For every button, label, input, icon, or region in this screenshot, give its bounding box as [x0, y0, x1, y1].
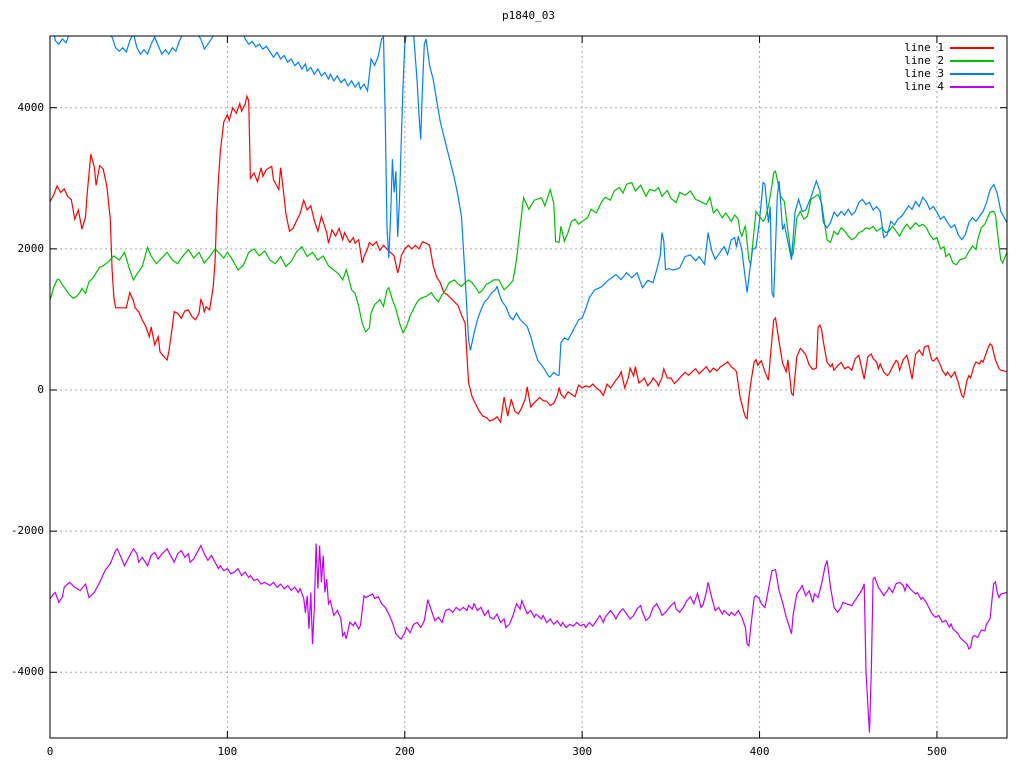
legend: line 1 line 2 line 3 line 4	[855, 41, 994, 93]
legend-line-sample	[950, 59, 994, 62]
legend-entry: line 4	[855, 80, 994, 93]
series-1-line	[50, 94, 1007, 424]
x-tick-label: 400	[749, 745, 770, 758]
legend-line-sample	[950, 85, 994, 88]
x-tick-label: 500	[926, 745, 947, 758]
y-tick-label: -4000	[10, 665, 44, 679]
legend-line-sample	[950, 72, 994, 75]
legend-entry: line 1	[855, 41, 994, 54]
chart-title: p1840_03	[502, 9, 555, 22]
x-tick-label: 0	[46, 745, 54, 758]
legend-line-sample	[950, 46, 994, 49]
y-tick-label: 4000	[17, 100, 45, 114]
y-tick-label: 2000	[17, 241, 45, 255]
legend-label: line 2	[904, 54, 944, 67]
y-tick-label: 0	[37, 382, 44, 396]
series-3-line	[53, 36, 1007, 378]
x-tick-label: 200	[394, 745, 415, 758]
x-tick-label: 300	[572, 745, 593, 758]
series-2-line	[50, 170, 1007, 335]
legend-label: line 4	[904, 80, 944, 93]
y-tick-label: -2000	[10, 524, 44, 538]
legend-label: line 3	[904, 67, 944, 80]
legend-entry: line 2	[855, 54, 994, 67]
legend-entry: line 3	[855, 67, 994, 80]
x-tick-label: 100	[217, 745, 238, 758]
plot-border	[49, 35, 1008, 739]
legend-label: line 1	[904, 41, 944, 54]
series-4-line	[50, 543, 1007, 733]
